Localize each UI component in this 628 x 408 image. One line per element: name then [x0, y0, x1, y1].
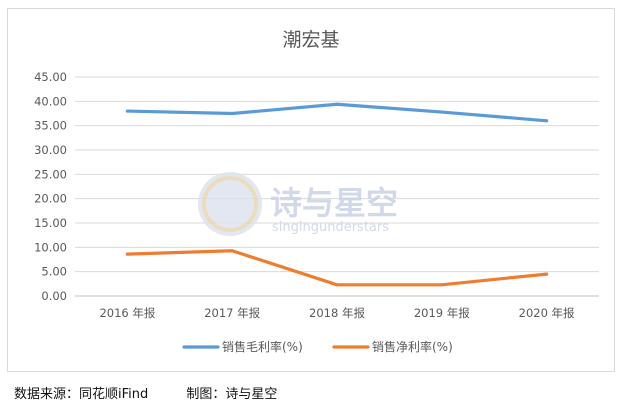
data-point [545, 119, 549, 123]
y-tick-label: 35.00 [34, 119, 67, 133]
data-point [335, 102, 339, 106]
watermark-logo [198, 172, 262, 236]
y-tick-label: 30.00 [34, 143, 67, 157]
y-tick-label: 10.00 [34, 240, 67, 254]
line-chart: 潮宏基 诗与星空 singingunderstars 0.00 5.00 10.00… [34, 29, 599, 354]
data-point [230, 249, 234, 253]
legend-label: 销售毛利率(%) [222, 339, 303, 354]
x-tick-label: 2017 年报 [204, 306, 260, 320]
data-point [335, 283, 339, 287]
axis: 0.00 5.00 10.00 15.00 20.00 25.00 30.00 35.00 40… [34, 70, 599, 320]
x-tick-label: 2018 年报 [309, 306, 365, 320]
watermark: 诗与星空 singingunderstars [198, 172, 398, 236]
gridlines [75, 76, 599, 273]
legend-label: 销售净利率(%) [372, 339, 453, 354]
footer: 数据来源：同花顺iFind 制图：诗与星空 [14, 383, 277, 402]
watermark-title: 诗与星空 [270, 184, 398, 222]
series-line-1 [125, 102, 549, 123]
y-tick-label: 15.00 [34, 216, 67, 230]
x-tick-label: 2020 年报 [519, 306, 575, 320]
series-line-2 [125, 249, 549, 287]
data-point [440, 110, 444, 114]
data-point [545, 272, 549, 276]
chart-maker-text: 制图：诗与星空 [186, 387, 278, 402]
chart-title: 潮宏基 [282, 29, 339, 51]
y-tick-label: 0.00 [41, 289, 67, 303]
watermark-logo-ring [202, 176, 258, 232]
data-point [125, 109, 129, 113]
y-tick-label: 5.00 [41, 265, 67, 279]
x-tick-label: 2016 年报 [99, 306, 155, 320]
y-tick-label: 25.00 [34, 167, 67, 181]
watermark-subtitle: singingunderstars [272, 220, 389, 235]
data-point [230, 112, 234, 115]
chart-frame: 潮宏基 诗与星空 singingunderstars 0.00 5.00 10.00… [7, 8, 615, 372]
x-tick-label: 2019 年报 [414, 306, 470, 320]
data-source-text: 数据来源：同花顺iFind [14, 387, 149, 402]
series-lines [125, 102, 549, 287]
legend: 销售毛利率(%) 销售净利率(%) [182, 339, 453, 354]
y-tick-label: 45.00 [34, 70, 67, 84]
y-tick-label: 40.00 [34, 94, 67, 108]
data-point [440, 283, 444, 287]
y-tick-label: 20.00 [34, 192, 67, 206]
data-point [125, 252, 129, 256]
